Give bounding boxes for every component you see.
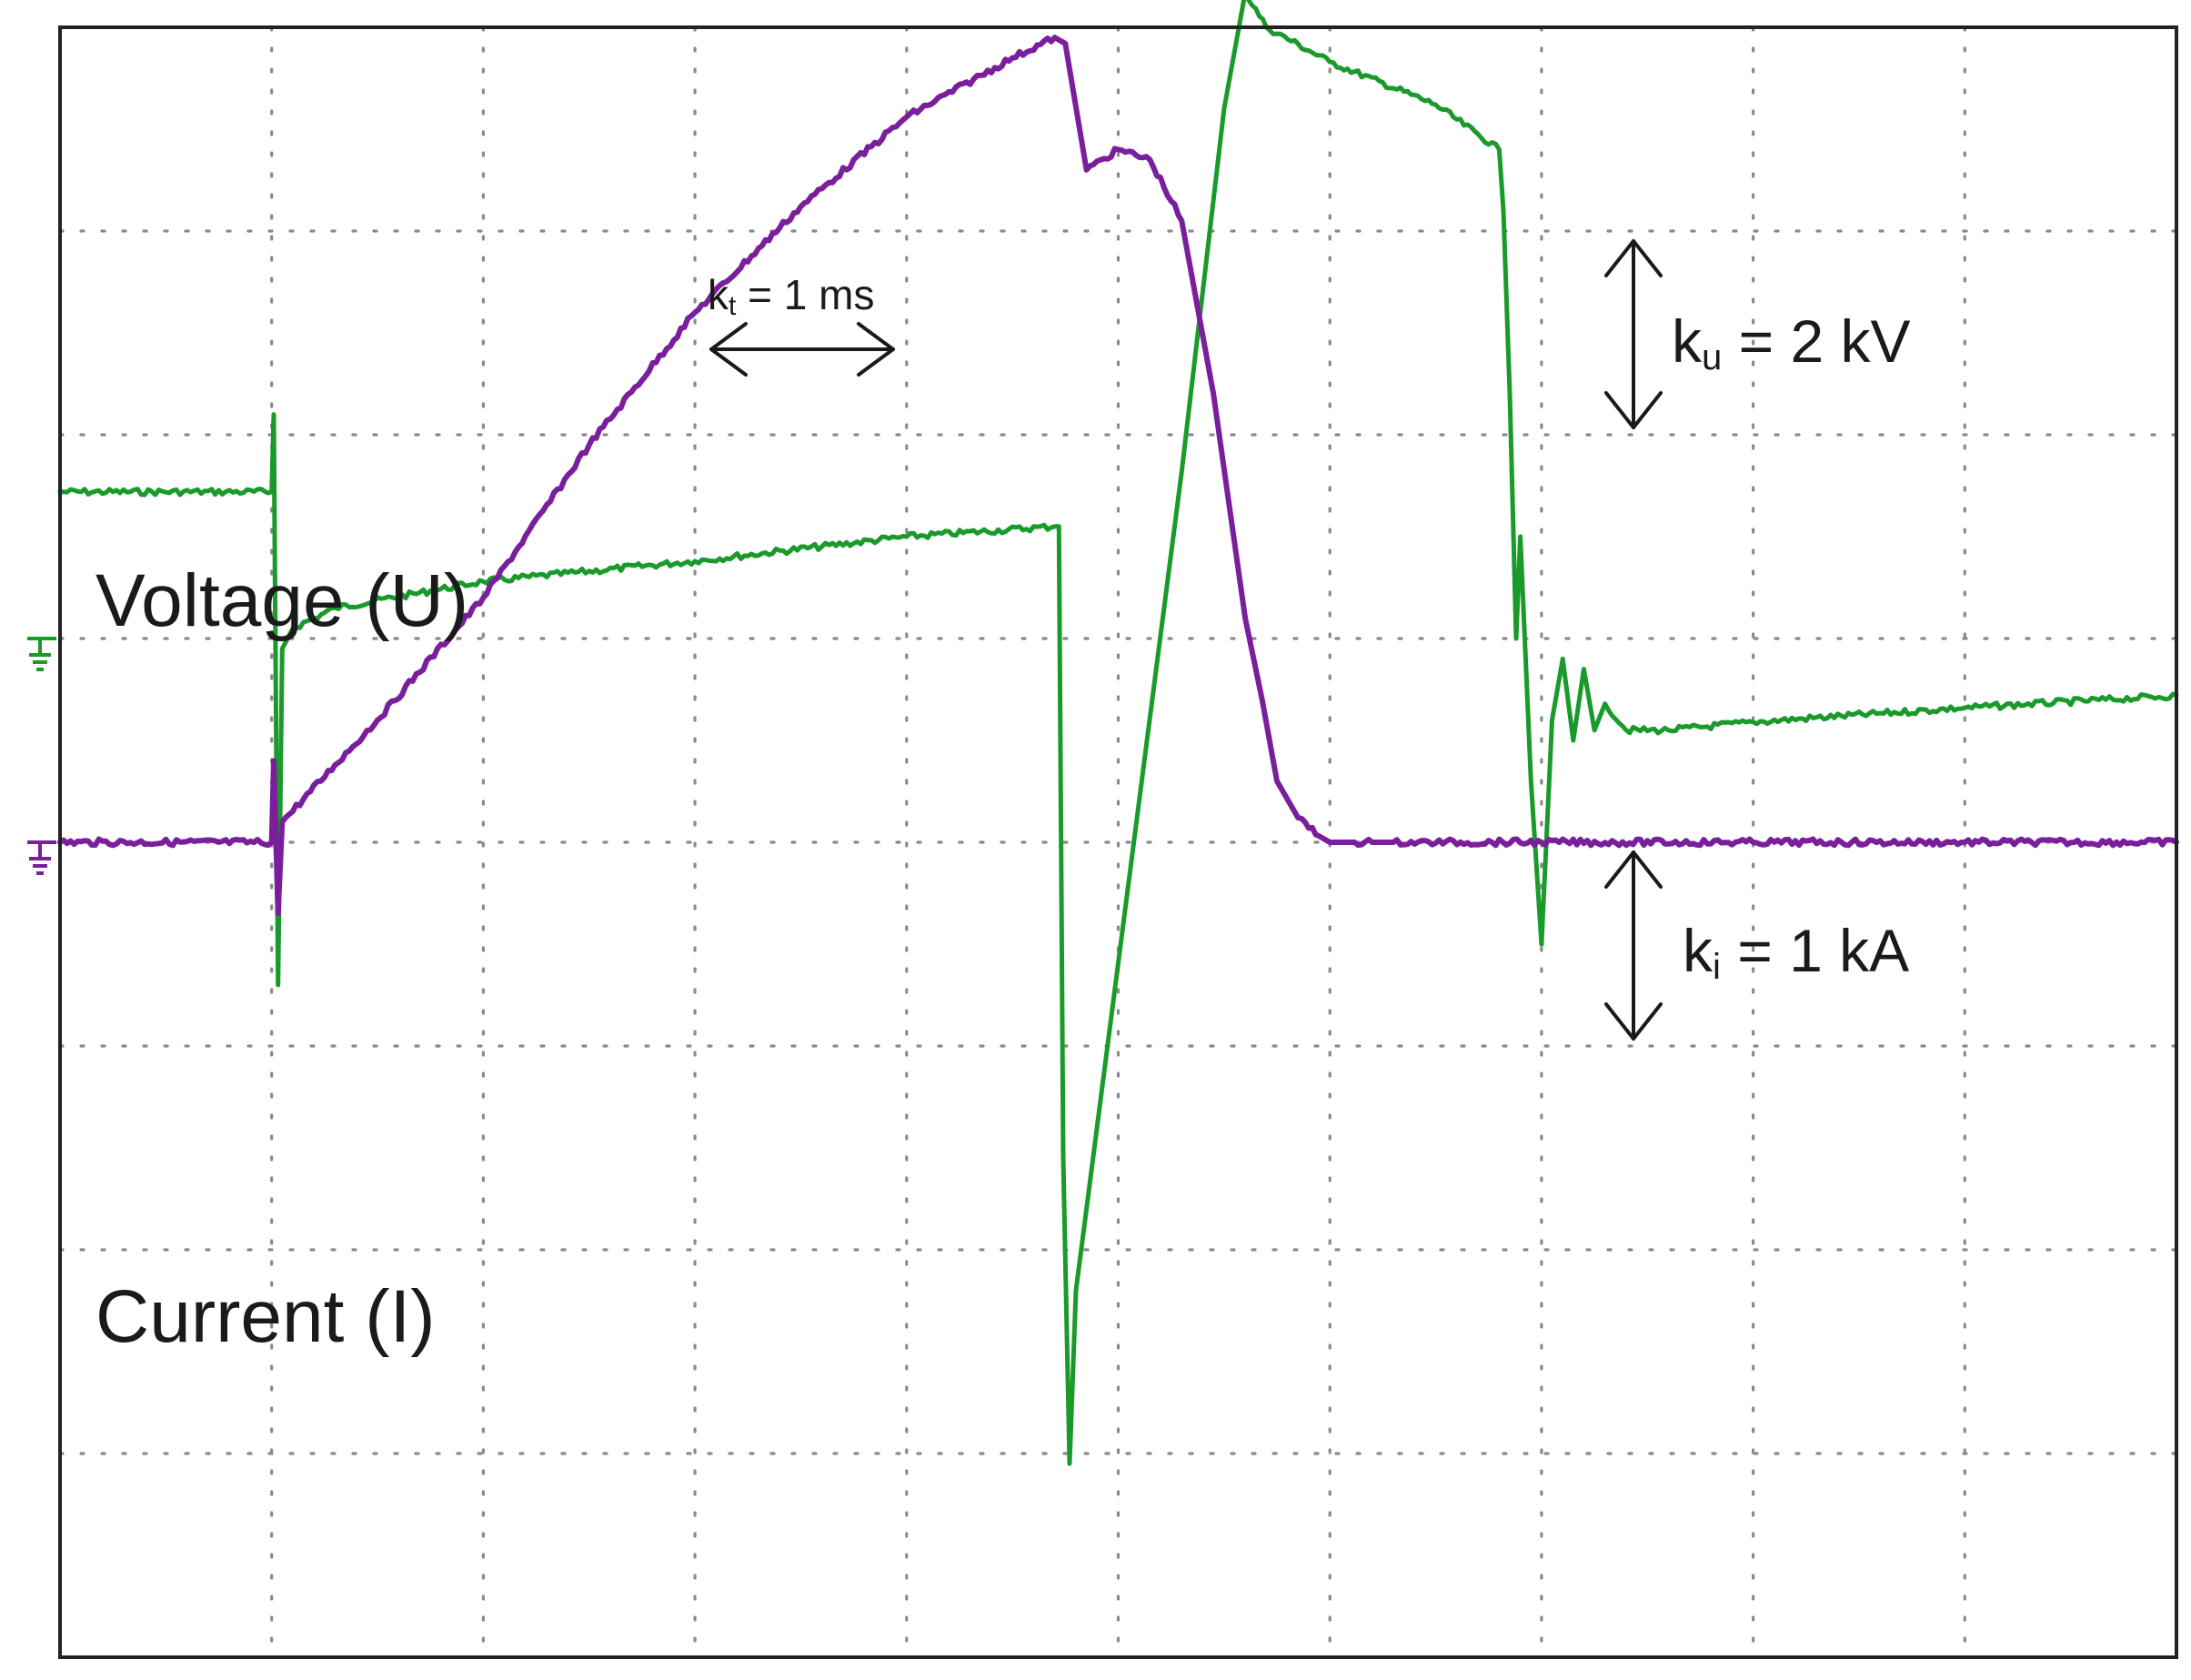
current-scale-arrow-top-head	[1604, 850, 1663, 889]
voltage-scale-arrow-bottom-head	[1604, 391, 1663, 429]
current-trace	[57, 35, 2179, 917]
voltage-scale-value: = 2 kV	[1722, 307, 1910, 375]
voltage-ground-marker	[27, 637, 56, 671]
current-scale-label: ki = 1 kA	[1683, 917, 1909, 987]
plot-frame	[58, 25, 2178, 1659]
current-scale-value: = 1 kA	[1721, 917, 1909, 984]
voltage-series-label: Voltage (U)	[95, 559, 468, 642]
ground-marker-layer	[27, 637, 56, 875]
voltage-scale-annotation: ku = 2 kV	[1604, 239, 1911, 429]
trace-layer	[57, 0, 2179, 1466]
current-scale-subscript: i	[1713, 947, 1721, 987]
voltage-scale-label: ku = 2 kV	[1672, 307, 1911, 377]
voltage-trace	[57, 0, 2179, 1466]
voltage-scale-double-arrow	[1604, 239, 1663, 429]
current-scale-annotation: ki = 1 kA	[1604, 850, 1909, 1041]
time-scale-arrow-right-head	[857, 322, 895, 377]
current-scale-arrow-bottom-head	[1604, 1002, 1663, 1041]
time-scale-annotation: kt = 1 ms	[708, 271, 895, 377]
time-scale-arrow-left-head	[709, 322, 748, 377]
current-series-label: Current (I)	[95, 1275, 436, 1358]
time-scale-value: = 1 ms	[736, 271, 874, 318]
voltage-scale-subscript: u	[1702, 337, 1722, 377]
time-scale-label: kt = 1 ms	[708, 271, 874, 321]
current-ground-marker	[27, 840, 56, 875]
time-scale-prefix: k	[708, 271, 729, 318]
voltage-scale-prefix: k	[1672, 307, 1703, 375]
voltage-scale-arrow-top-head	[1604, 239, 1663, 277]
current-scale-double-arrow	[1604, 850, 1663, 1041]
time-scale-double-arrow	[709, 322, 895, 377]
current-scale-prefix: k	[1683, 917, 1714, 984]
time-scale-subscript: t	[729, 291, 737, 321]
